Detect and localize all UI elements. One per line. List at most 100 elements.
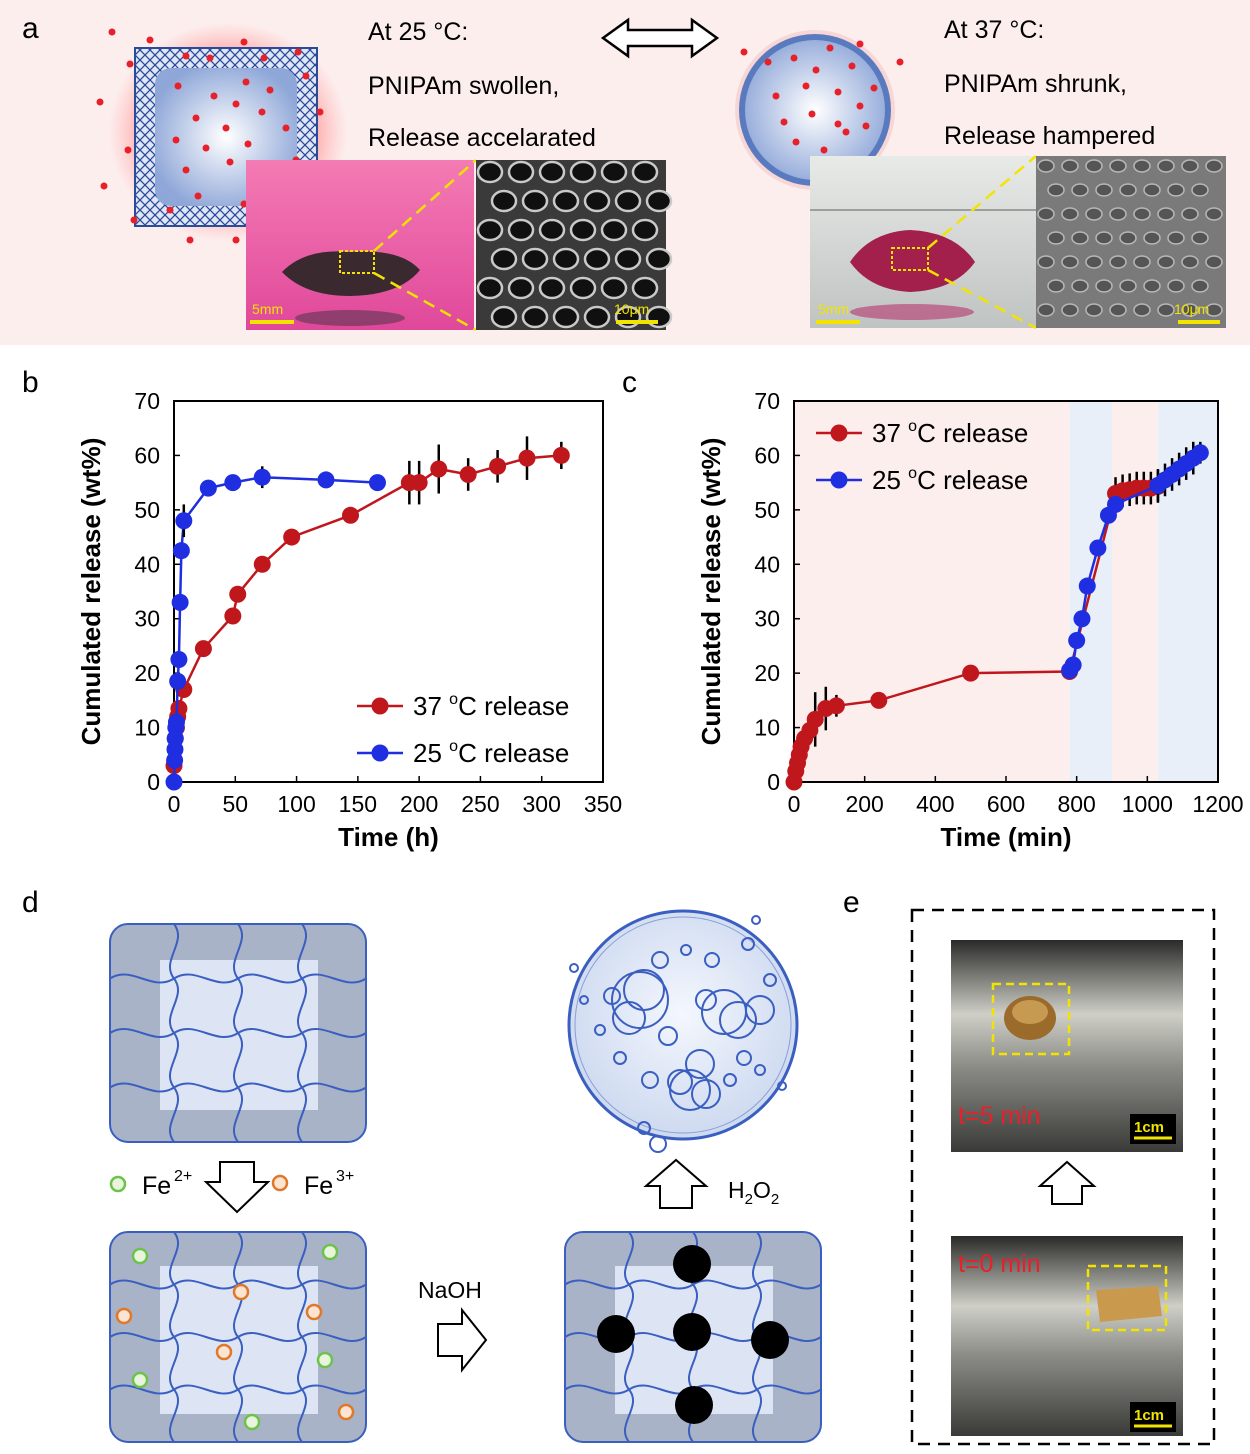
y-tick-label: 40 (754, 551, 780, 577)
data-point (962, 664, 980, 682)
data-point (368, 474, 386, 492)
scale-label-top: 1cm (1134, 1119, 1164, 1136)
gas-bubble (579, 995, 589, 1005)
data-point (170, 700, 188, 718)
polymer-chain (168, 1231, 180, 1443)
x-tick-label: 150 (339, 791, 377, 817)
drug-dot (812, 66, 820, 74)
data-point (253, 468, 271, 486)
left-caption-line1: At 25 °C: (368, 18, 468, 46)
data-point (171, 593, 189, 611)
y-tick-label: 70 (134, 388, 160, 414)
sem-pore (569, 160, 597, 184)
right-caption-line3: Release hampered (944, 122, 1155, 150)
gas-bubble (701, 989, 747, 1035)
sem-pore (1095, 183, 1113, 197)
sem-pore (1071, 279, 1089, 293)
drug-dot (808, 110, 816, 118)
x-tick-label: 800 (1057, 791, 1095, 817)
data-point (165, 773, 183, 791)
x-tick-label: 200 (400, 791, 438, 817)
sem-pore (600, 276, 628, 300)
sem-pore (521, 189, 549, 213)
panel-label-e: e (843, 886, 860, 919)
sem-pore (600, 218, 628, 242)
original-sample (1096, 1286, 1162, 1322)
x-tick-label: 50 (222, 791, 248, 817)
fe3-ion-icon (115, 1307, 133, 1325)
sem-pore (645, 247, 673, 271)
sem-pore (1205, 159, 1223, 173)
escaping-bubble (751, 915, 761, 925)
scale-label-photo-right: 5mm (818, 301, 849, 317)
data-point (430, 460, 448, 478)
legend-entry: 37 oC release (413, 691, 569, 721)
drug-dot (792, 138, 800, 146)
fe3-ion-icon (271, 1174, 289, 1192)
sem-pore (1061, 303, 1079, 317)
drug-dot (764, 58, 772, 66)
fe2-ion-icon (321, 1243, 339, 1261)
sem-pore (507, 218, 535, 242)
sem-pore (1037, 303, 1055, 317)
sem-pore (1191, 231, 1209, 245)
sem-image-25c (476, 160, 666, 330)
data-point (1078, 577, 1096, 595)
drug-dot (146, 36, 154, 44)
sem-pore (1085, 255, 1103, 269)
sem-pore (1085, 159, 1103, 173)
data-point (342, 506, 360, 524)
chart-c: 0 200 400 600 800 1000 1200 0 10 20 30 40 50 60 70 Time… (696, 388, 1244, 852)
series (165, 466, 386, 791)
zoom-box-left (339, 250, 375, 274)
fe3-label: Fe (304, 1172, 333, 1200)
highlight-box-top (991, 982, 1071, 1056)
drug-dot (834, 88, 842, 96)
drug-dot (316, 108, 324, 116)
drug-dot (258, 108, 266, 116)
data-point (169, 672, 187, 690)
iron-oxide-particle (675, 1386, 713, 1424)
sem-pore (631, 218, 659, 242)
gas-bubble (641, 1071, 659, 1089)
data-point (283, 528, 301, 546)
drug-dot (182, 166, 190, 174)
fe2-ion-icon (109, 1175, 127, 1193)
escaping-bubble (777, 1081, 787, 1091)
drug-dot (260, 54, 268, 62)
y-tick-label: 30 (754, 606, 780, 632)
sem-pore (645, 189, 673, 213)
sem-pore (538, 276, 566, 300)
sem-pore (1119, 231, 1137, 245)
plot-frame (173, 400, 604, 783)
drug-dot (282, 124, 290, 132)
y-tick-label: 20 (754, 660, 780, 686)
escaping-bubble (569, 963, 579, 973)
fe3-ion-icon (232, 1283, 250, 1301)
sem-pore (1181, 159, 1199, 173)
sem-pore (1167, 183, 1185, 197)
x-tick-label: 600 (987, 791, 1025, 817)
condition-band (1112, 401, 1158, 782)
y-axis-label: Cumulated release (wt%) (76, 438, 106, 746)
gas-bubble (704, 952, 720, 968)
legend-entry: 25 oC release (413, 738, 569, 768)
legend-marker (830, 424, 848, 442)
x-tick-label: 0 (788, 791, 801, 817)
drug-dot (100, 182, 108, 190)
drug-dot (772, 92, 780, 100)
zoom-box-right (891, 247, 929, 271)
sem-pore (1095, 279, 1113, 293)
sem-pore (1191, 279, 1209, 293)
y-tick-label: 50 (754, 497, 780, 523)
sem-pore (1085, 207, 1103, 221)
sem-pore (490, 189, 518, 213)
y-tick-label: 60 (754, 442, 780, 468)
sem-pore (614, 247, 642, 271)
fe2-label: Fe (142, 1172, 171, 1200)
naoh-label: NaOH (418, 1277, 482, 1303)
sem-pore (476, 160, 504, 184)
sem-pore (1181, 303, 1199, 317)
drug-dot (848, 62, 856, 70)
